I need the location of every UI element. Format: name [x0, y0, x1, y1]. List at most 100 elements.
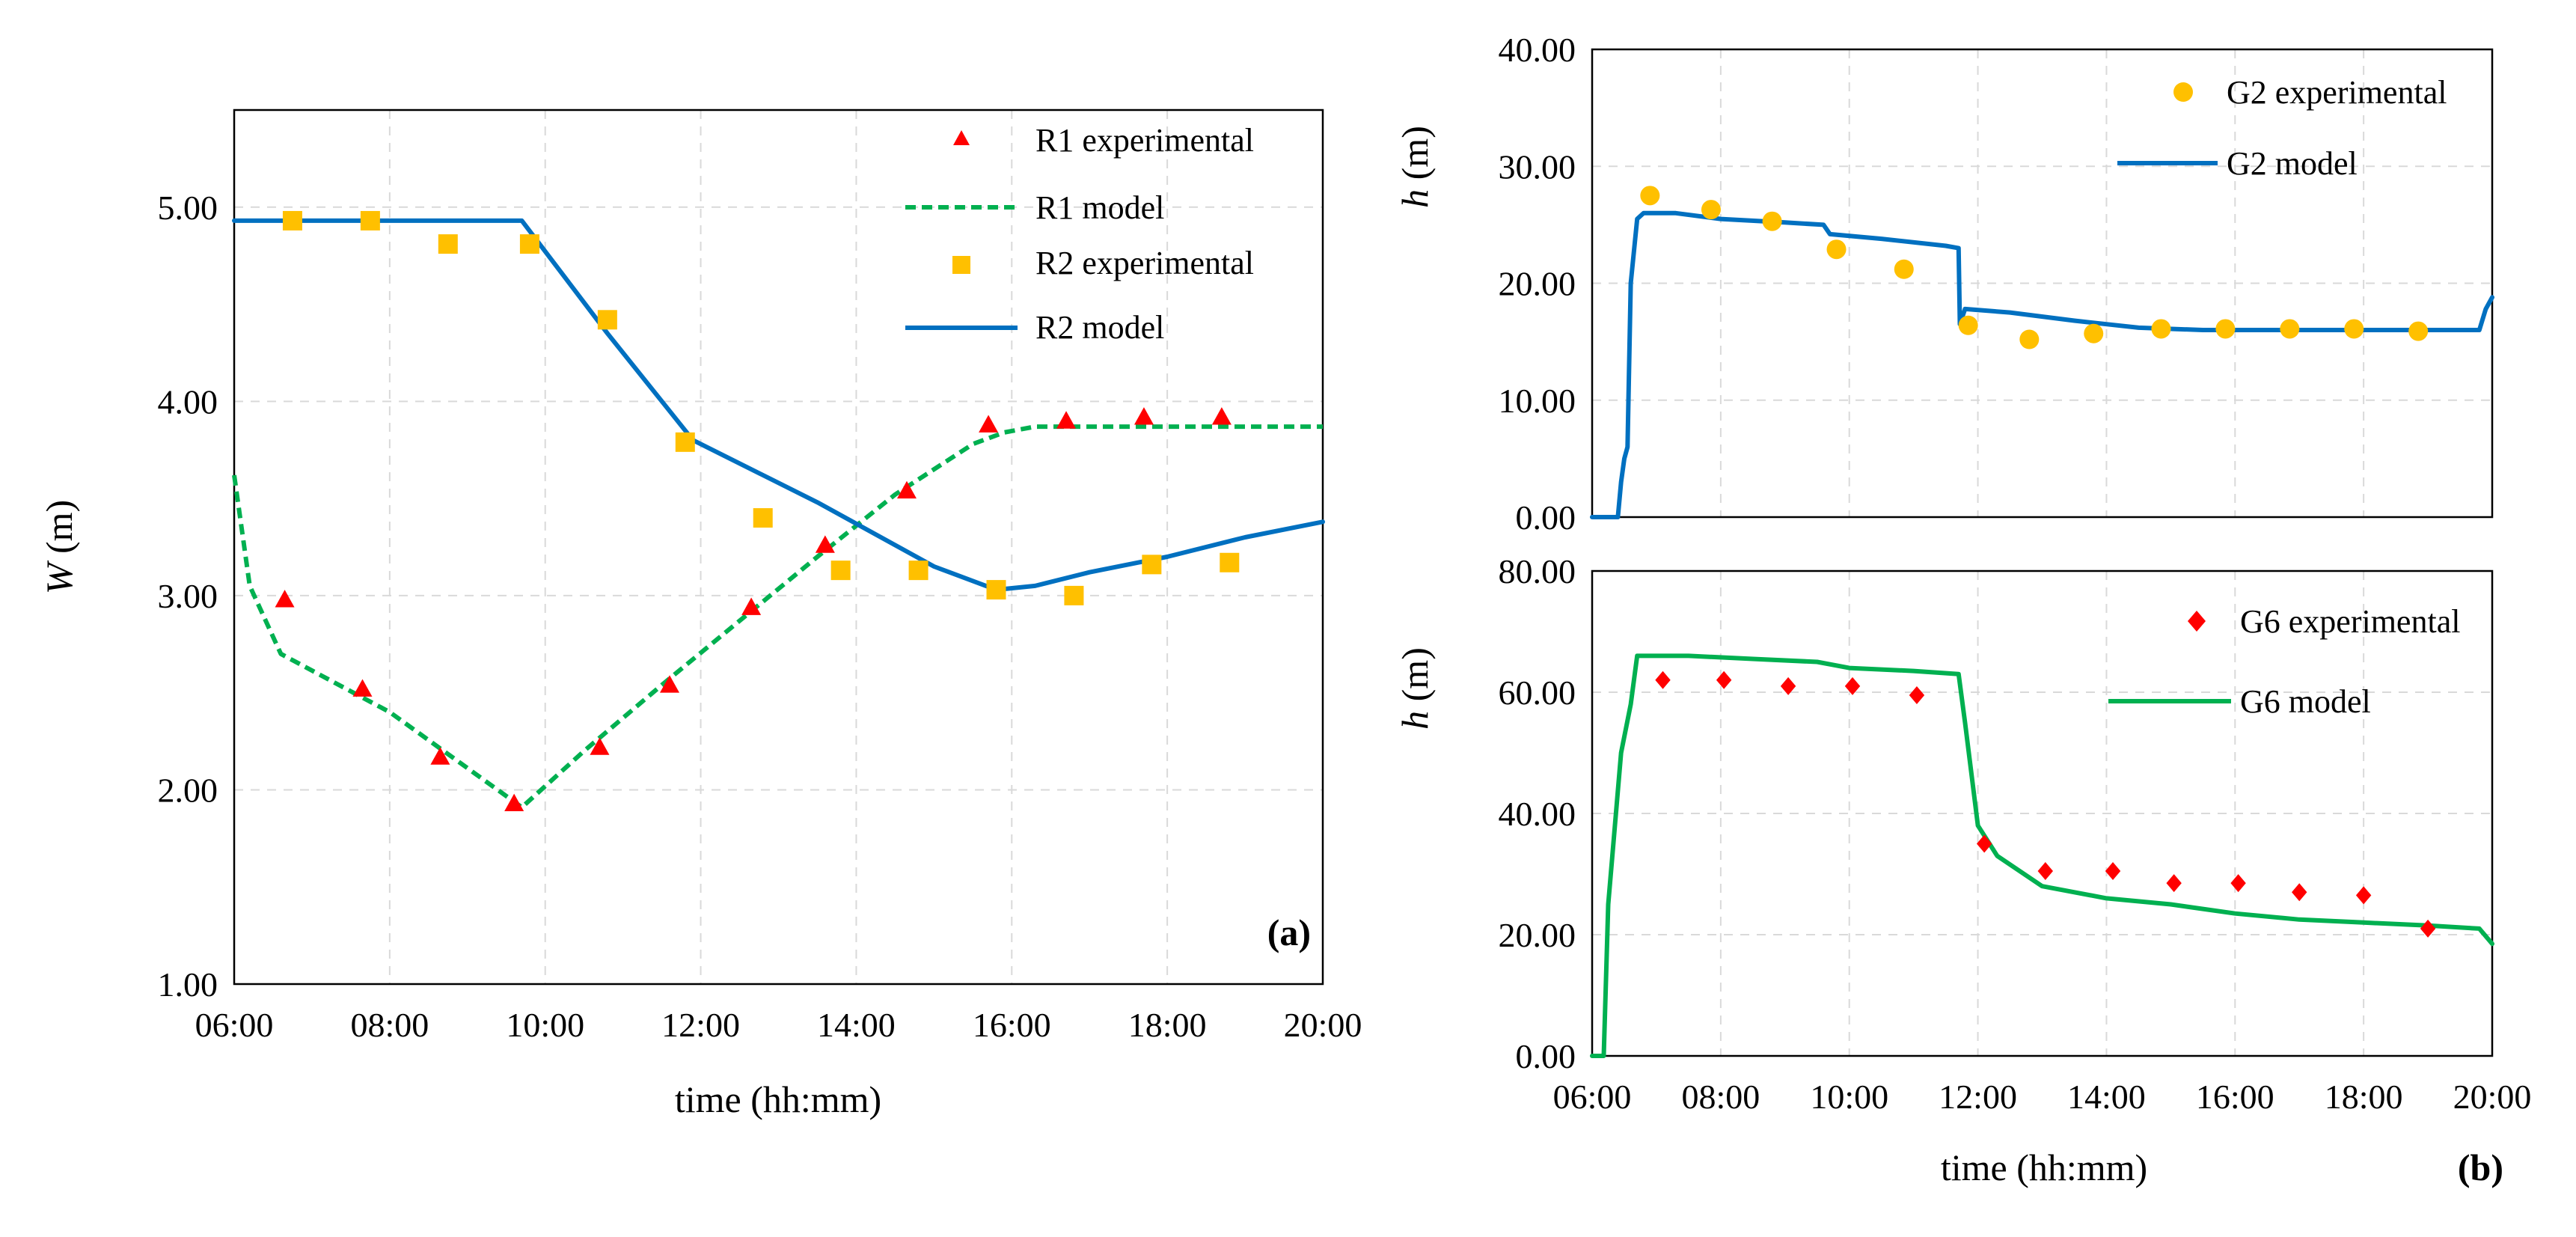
chart-b-bottom-plot-frame	[1591, 569, 2494, 1057]
chart-b-top-y-tick-label: 20.00	[1499, 265, 1576, 303]
chart-a-y-tick-label: 3.00	[158, 577, 218, 615]
chart-b-bottom-y-axis-var: h	[1394, 711, 1436, 730]
chart-a-r2-experimental-point	[753, 508, 773, 528]
chart-b-bottom: 0.00 20.00 40.00 60.00 80.00 06:00 08:00 10:00…	[1394, 552, 2531, 1188]
chart-b-bottom-g6-experimental-point	[2292, 883, 2307, 902]
chart-a-y-axis-unit: (m)	[38, 500, 80, 563]
chart-a-x-tick-label: 08:00	[350, 1006, 429, 1044]
legend-r2-experimental-marker	[952, 256, 970, 274]
chart-b-top-g2-experimental-point	[2019, 329, 2040, 349]
chart-b-top-g2-experimental-point	[1826, 239, 1847, 260]
chart-b-top-y-axis-title: h (m)	[1394, 126, 1436, 208]
legend-g2-model: G2 model	[2117, 145, 2358, 182]
chart-a-x-tick-label: 16:00	[973, 1006, 1051, 1044]
chart-b-bottom-g6-experimental-point	[2166, 874, 2182, 893]
legend-r1-experimental-marker	[953, 130, 970, 145]
chart-a-r2-experimental-point	[675, 432, 695, 452]
chart-a-r2-experimental-point	[360, 210, 380, 230]
chart-a-r2-experimental-point	[597, 310, 617, 330]
chart-b-top-g2-experimental-point	[1701, 200, 1721, 220]
chart-b-top-g2-experimental-point	[2151, 319, 2171, 339]
legend-g6-model-label: G6 model	[2240, 683, 2371, 720]
chart-a-r1-experimental-point	[590, 737, 610, 755]
chart-b-bottom-g6-experimental-point	[2105, 861, 2121, 880]
chart-a-x-tick-label: 20:00	[1284, 1006, 1362, 1044]
chart-b-bottom-g6-experimental-point	[2355, 886, 2372, 905]
chart-b-bottom-g6-experimental-point	[1655, 671, 1671, 689]
chart-b-bottom-y-tick-label: 60.00	[1499, 674, 1576, 712]
chart-b-bottom-series	[1590, 653, 2494, 1058]
chart-b-top-grid	[1592, 49, 2492, 517]
chart-b-top-g2-experimental-point	[1958, 315, 1978, 335]
chart-b-bottom-x-ticks: 06:00 08:00 10:00 12:00 14:00 16:00 18:00 20:00	[1553, 1078, 2532, 1116]
legend-r1-experimental: R1 experimental	[953, 122, 1254, 159]
chart-b-bottom-g6-experimental-point	[1976, 834, 1992, 853]
chart-a-r2-experimental-point	[1142, 555, 1162, 575]
chart-b-bottom-y-tick-label: 0.00	[1516, 1037, 1576, 1075]
chart-b-top-g2-experimental-point	[2215, 319, 2236, 339]
chart-b-bottom-g6-experimental-point	[1716, 671, 1732, 689]
chart-b-top-g2-experimental-point	[2084, 323, 2104, 343]
chart-a-y-ticks: 1.00 2.00 3.00 4.00 5.00	[158, 189, 218, 1004]
chart-a-r1-experimental-point	[815, 535, 835, 553]
chart-b-top-y-ticks: 0.00 10.00 20.00 30.00 40.00	[1499, 31, 1576, 537]
chart-b-bottom-y-axis-unit: (m)	[1394, 647, 1436, 711]
chart-b-bottom-x-tick-label: 16:00	[2196, 1078, 2274, 1116]
chart-a-r2-experimental-point	[282, 210, 302, 230]
chart-b-top-y-axis-unit: (m)	[1394, 126, 1436, 189]
chart-a-r2-experimental-point	[830, 561, 851, 581]
legend-g6-experimental: G6 experimental	[2188, 603, 2460, 640]
legend-g2-experimental-marker	[2173, 82, 2193, 102]
chart-a-x-ticks: 06:00 08:00 10:00 12:00 14:00 16:00 18:00 20:00	[195, 1006, 1362, 1044]
chart-a-r2-experimental-point	[1064, 585, 1084, 605]
chart-b-bottom-y-ticks: 0.00 20.00 40.00 60.00 80.00	[1499, 552, 1576, 1075]
chart-b-bottom-y-axis-title: h (m)	[1394, 647, 1436, 730]
chart-a-r2-experimental-point	[1220, 552, 1240, 572]
chart-a-r2-experimental-point	[519, 234, 539, 254]
chart-b-panel-label: (b)	[2458, 1146, 2503, 1188]
chart-b-top-g2-experimental-point	[2280, 319, 2300, 339]
chart-a-r1-experimental-point	[896, 480, 917, 499]
chart-a-r1-experimental-point	[430, 747, 450, 765]
legend-r1-model-label: R1 model	[1035, 189, 1164, 226]
legend-g2-experimental-label: G2 experimental	[2227, 74, 2447, 111]
legend-r2-experimental-label: R2 experimental	[1035, 245, 1254, 281]
chart-b-top-y-tick-label: 0.00	[1516, 498, 1576, 537]
chart-b-bottom-x-tick-label: 10:00	[1810, 1078, 1888, 1116]
chart-b-top-y-axis-var: h	[1394, 189, 1436, 208]
chart-a-x-tick-label: 10:00	[506, 1006, 584, 1044]
chart-b-bottom-y-tick-label: 80.00	[1499, 552, 1576, 590]
chart-b-top-y-tick-label: 40.00	[1499, 31, 1576, 69]
chart-a-y-axis-var: W	[38, 560, 80, 594]
legend-g2-experimental: G2 experimental	[2173, 74, 2447, 111]
chart-b-bottom-g6-experimental-point	[2230, 874, 2246, 893]
chart-b-bottom-x-tick-label: 12:00	[1939, 1078, 2017, 1116]
chart-b-bottom-g6-experimental-point	[2420, 919, 2436, 938]
chart-a-r1-experimental-point	[275, 590, 295, 608]
chart-b-top: 0.00 10.00 20.00 30.00 40.00 h (m) G2 experi…	[1394, 31, 2494, 537]
chart-a-x-tick-label: 12:00	[661, 1006, 740, 1044]
chart-a-plot-frame	[233, 109, 1324, 986]
chart-a-x-tick-label: 14:00	[817, 1006, 896, 1044]
chart-b-top-g2-model-line	[1590, 210, 2494, 519]
chart-a-y-tick-label: 1.00	[158, 965, 218, 1004]
chart-b-bottom-grid	[1592, 571, 2492, 1056]
chart-a-r1-experimental-point	[741, 597, 762, 615]
chart-b-top-g2-experimental-point	[1894, 259, 1914, 279]
legend-g6-experimental-marker	[2188, 611, 2206, 632]
chart-a-r1-experimental-point	[979, 415, 999, 433]
chart-a-grid	[234, 110, 1323, 984]
legend-r2-model: R2 model	[905, 309, 1164, 346]
chart-a-x-axis-title: time (hh:mm)	[675, 1078, 881, 1120]
chart-b-top-y-tick-label: 10.00	[1499, 382, 1576, 420]
chart-a-y-tick-label: 4.00	[158, 382, 218, 421]
chart-b-bottom-legend: G6 experimental G6 model	[2108, 603, 2460, 720]
chart-a-r1-experimental-point	[1056, 411, 1077, 429]
chart-a-series	[232, 210, 1325, 812]
chart-b-bottom-g6-model-line	[1590, 653, 2494, 1058]
chart-a-y-tick-label: 5.00	[158, 189, 218, 227]
chart-b-top-g2-experimental-point	[1640, 186, 1660, 206]
chart-b-bottom-x-axis-title: time (hh:mm)	[1941, 1146, 2147, 1188]
chart-b-bottom-x-tick-label: 14:00	[2067, 1078, 2146, 1116]
chart-a-r2-experimental-point	[908, 561, 928, 581]
